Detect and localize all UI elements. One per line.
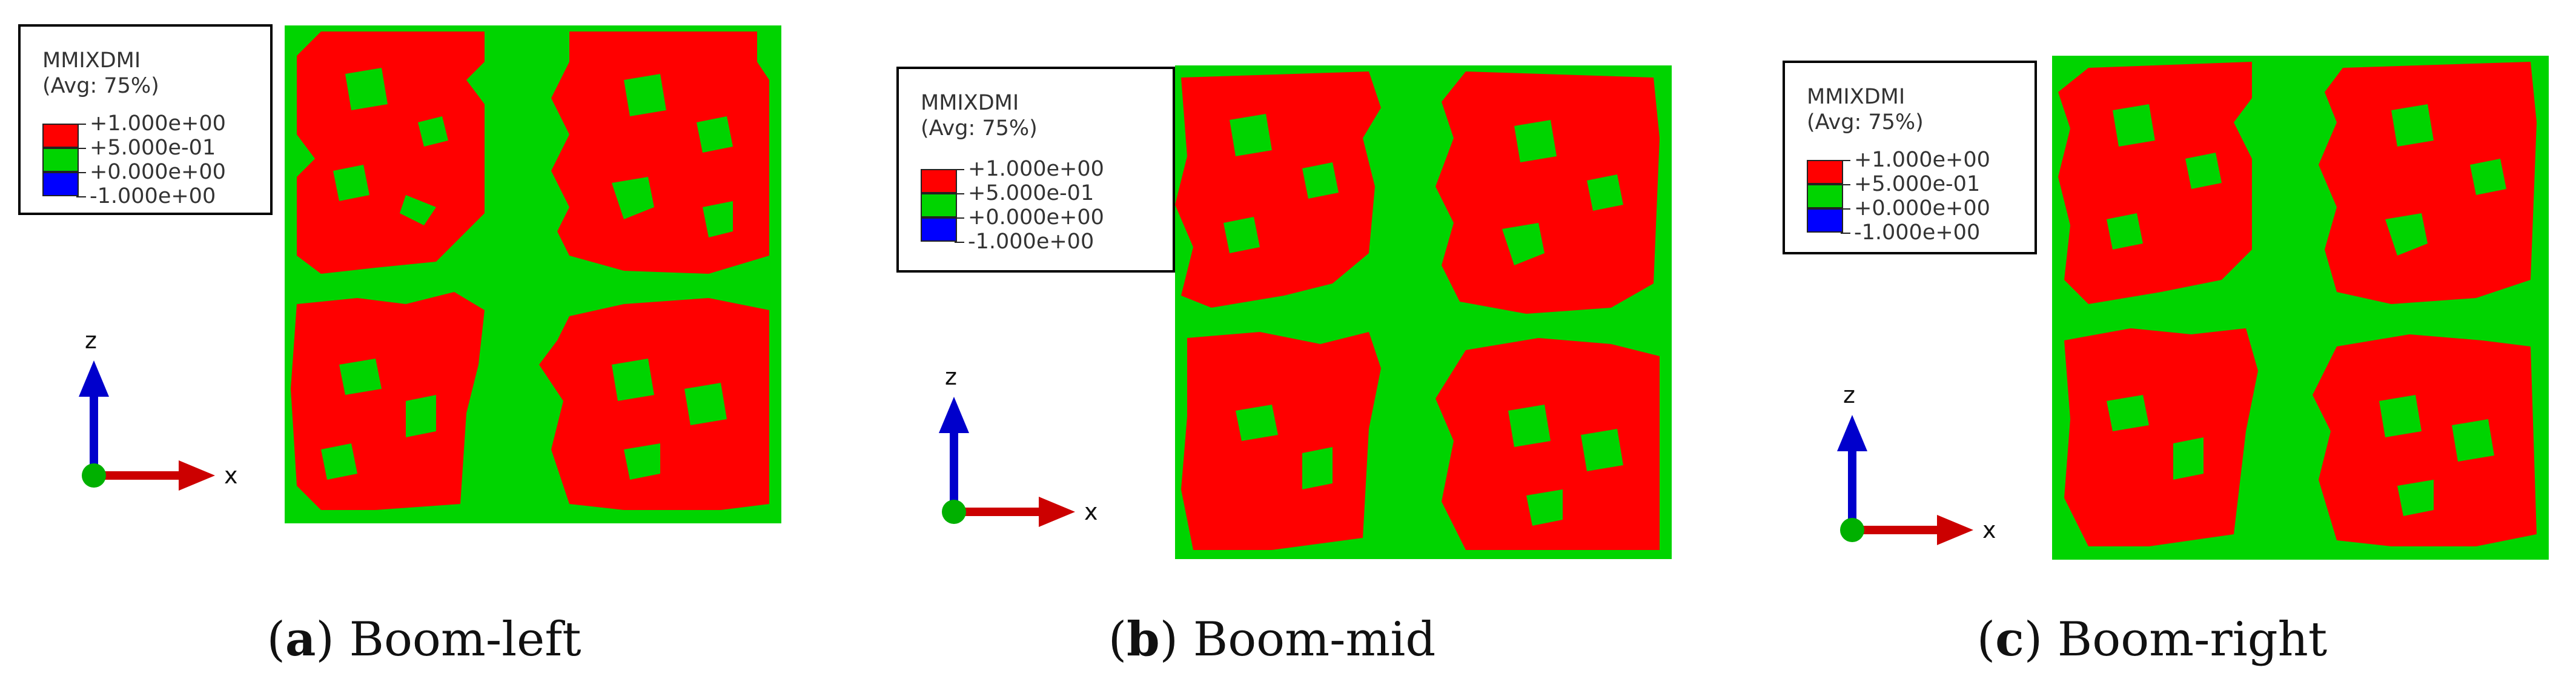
z-axis-label: z [1843,382,1855,408]
x-axis-label: x [224,462,238,489]
legend-value: +0.000e+00 [968,205,1104,230]
swatch-blue [42,172,79,196]
caption: (c) Boom-right [1976,612,2328,667]
legend: MMIXDMI (Avg: 75%) +1.000e+00 +5.000e-01… [1783,61,2037,254]
legend-value: +1.000e+00 [1854,148,1990,172]
axis-triad: z x [1837,382,1996,545]
legend-title: MMIXDMI [42,48,141,73]
swatch-green [921,193,957,217]
swatch-green [1807,184,1843,208]
caption-letter: c [1995,612,2024,667]
x-axis-label: x [1084,499,1098,525]
swatch-red [42,124,79,148]
axis-triad: z x [79,327,238,491]
legend-title: MMIXDMI [1807,85,1906,109]
legend-value: +1.000e+00 [90,111,226,136]
legend-value: +5.000e-01 [968,181,1094,205]
swatch-red [921,169,957,193]
z-axis-label: z [85,327,97,354]
legend-average: (Avg: 75%) [1807,110,1924,134]
legend-value: -1.000e+00 [1854,220,1981,245]
contour-plot [2052,56,2549,560]
legend: MMIXDMI (Avg: 75%) +1.000e+00 +5.000e-01… [18,24,273,215]
contour-plot [1175,65,1672,559]
legend: MMIXDMI (Avg: 75%) +1.000e+00 +5.000e-01… [896,67,1175,273]
panel-b: MMIXDMI (Avg: 75%) +1.000e+00 +5.000e-01… [848,0,1696,699]
caption-letter: a [285,612,316,667]
caption: (a) Boom-left [267,612,581,667]
caption-letter: b [1127,612,1160,667]
x-axis-label: x [1982,517,1996,543]
legend-value: +0.000e+00 [90,160,226,184]
legend-value: -1.000e+00 [90,184,216,208]
swatch-red [1807,160,1843,184]
legend-value: -1.000e+00 [968,230,1094,254]
swatch-blue [1807,208,1843,233]
caption-label: Boom-left [349,612,581,667]
swatch-green [42,148,79,172]
legend-value: +0.000e+00 [1854,196,1990,220]
axis-triad: z x [939,363,1098,527]
legend-value: +5.000e-01 [1854,172,1981,196]
legend-value: +1.000e+00 [968,157,1104,181]
legend-title: MMIXDMI [921,91,1019,115]
panel-a: MMIXDMI (Avg: 75%) +1.000e+00 +5.000e-01… [0,0,848,699]
legend-average: (Avg: 75%) [921,116,1038,141]
swatch-blue [921,217,957,242]
contour-plot [285,25,781,523]
caption-label: Boom-right [2057,612,2328,667]
legend-average: (Avg: 75%) [42,74,159,98]
caption: (b) Boom-mid [1108,612,1436,667]
legend-value: +5.000e-01 [90,136,216,160]
caption-label: Boom-mid [1193,612,1436,667]
z-axis-label: z [945,363,957,390]
panel-c: MMIXDMI (Avg: 75%) +1.000e+00 +5.000e-01… [1728,0,2576,699]
